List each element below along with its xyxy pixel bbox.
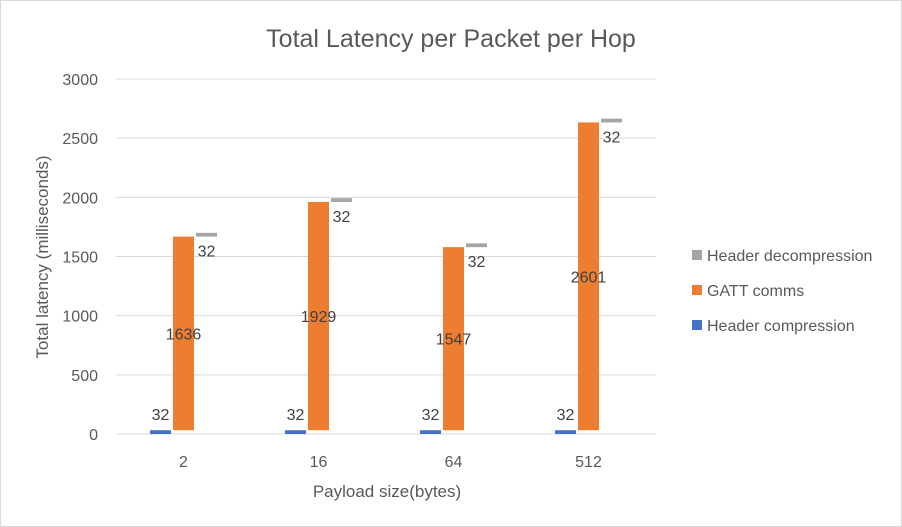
y-tick-label: 1000 xyxy=(62,309,98,326)
y-tick-label: 0 xyxy=(89,427,98,444)
data-label-gatt-comms: 1929 xyxy=(301,309,337,326)
legend-label: Header decompression xyxy=(707,248,872,265)
legend: Header decompression GATT comms Header com… xyxy=(692,248,872,335)
data-label-gatt-comms: 1547 xyxy=(436,332,472,349)
y-tick-label: 1500 xyxy=(62,250,98,267)
data-label-gatt-comms: 1636 xyxy=(166,326,202,343)
y-tick-label: 2500 xyxy=(62,131,98,148)
data-label-header-decompression: 32 xyxy=(333,209,351,226)
bar-gatt-comms xyxy=(578,122,599,431)
bar-header-decompression xyxy=(196,232,217,237)
data-label-gatt-comms: 2601 xyxy=(571,269,607,286)
data-label-header-compression: 32 xyxy=(152,407,170,424)
data-label-header-compression: 32 xyxy=(422,407,440,424)
x-tick-label: 64 xyxy=(445,454,463,471)
chart-title: Total Latency per Packet per Hop xyxy=(266,25,636,53)
legend-swatch xyxy=(692,285,702,295)
bar-gatt-comms xyxy=(308,201,329,431)
y-tick-labels: 0 500 1000 1500 2000 2500 3000 xyxy=(62,72,98,444)
data-labels: 32 1636 32 32 1929 32 32 1547 32 32 2601 32 xyxy=(152,129,621,424)
data-label-header-decompression: 32 xyxy=(603,129,621,146)
y-tick-label: 3000 xyxy=(62,72,98,89)
legend-label: Header compression xyxy=(707,318,855,335)
data-label-header-compression: 32 xyxy=(557,407,575,424)
legend-label: GATT comms xyxy=(707,283,804,300)
data-label-header-decompression: 32 xyxy=(198,244,216,261)
legend-swatch xyxy=(692,320,702,330)
bar-header-compression xyxy=(555,430,576,434)
data-label-header-decompression: 32 xyxy=(468,254,486,271)
bars xyxy=(150,118,622,434)
bar-gatt-comms xyxy=(173,236,194,431)
y-tick-label: 2000 xyxy=(62,190,98,207)
bar-header-decompression xyxy=(466,243,487,248)
x-tick-labels: 2 16 64 512 xyxy=(179,454,602,471)
legend-swatch xyxy=(692,250,702,260)
grid-layer xyxy=(116,78,656,435)
x-tick-label: 512 xyxy=(575,454,602,471)
bar-gatt-comms xyxy=(443,247,464,431)
x-tick-label: 16 xyxy=(310,454,328,471)
bar-header-compression xyxy=(420,430,441,434)
data-label-header-compression: 32 xyxy=(287,407,305,424)
bar-header-compression xyxy=(150,430,171,434)
x-tick-label: 2 xyxy=(179,454,188,471)
x-axis-title: Payload size(bytes) xyxy=(313,482,461,501)
bar-header-decompression xyxy=(601,118,622,123)
bar-header-compression xyxy=(285,430,306,434)
y-tick-label: 500 xyxy=(71,368,98,385)
bar-header-decompression xyxy=(331,198,352,202)
y-axis-title: Total latency (milliseconds) xyxy=(33,155,52,358)
